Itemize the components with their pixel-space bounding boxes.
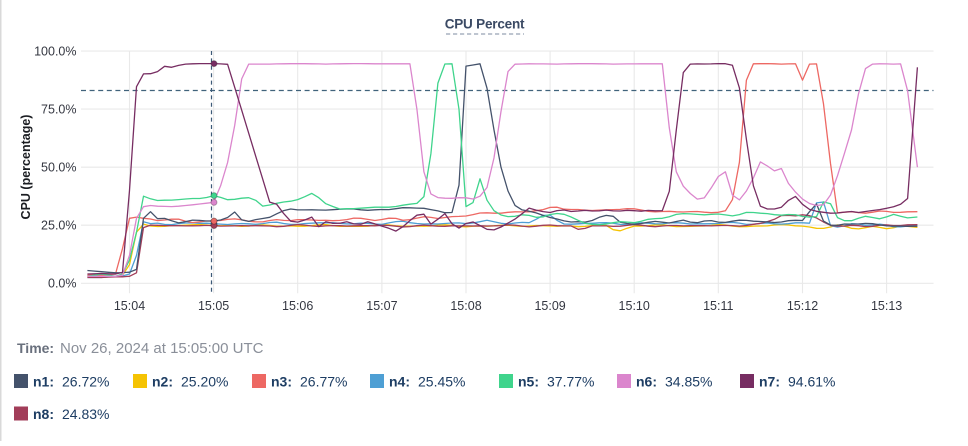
svg-text:15:07: 15:07 <box>366 299 397 313</box>
svg-text:15:04: 15:04 <box>114 299 145 313</box>
svg-text:n5:: n5: <box>518 374 539 390</box>
svg-text:Time:: Time: <box>17 340 54 356</box>
svg-text:15:13: 15:13 <box>871 299 902 313</box>
svg-text:15:11: 15:11 <box>703 299 733 313</box>
svg-text:15:10: 15:10 <box>619 299 650 313</box>
svg-text:37.77%: 37.77% <box>547 374 594 390</box>
svg-text:n1:: n1: <box>33 374 54 390</box>
svg-text:75.0%: 75.0% <box>41 102 76 116</box>
svg-text:n8:: n8: <box>33 406 54 422</box>
svg-text:CPU (percentage): CPU (percentage) <box>19 115 33 220</box>
svg-text:CPU Percent: CPU Percent <box>445 17 525 32</box>
svg-text:n3:: n3: <box>271 374 292 390</box>
svg-text:n4:: n4: <box>389 374 410 390</box>
svg-text:n7:: n7: <box>759 374 780 390</box>
svg-text:n6:: n6: <box>636 374 657 390</box>
svg-text:24.83%: 24.83% <box>62 406 109 422</box>
svg-text:50.0%: 50.0% <box>41 161 76 175</box>
svg-text:26.72%: 26.72% <box>62 374 109 390</box>
svg-text:15:06: 15:06 <box>282 299 313 313</box>
svg-text:25.45%: 25.45% <box>418 374 465 390</box>
svg-text:15:12: 15:12 <box>787 299 818 313</box>
svg-text:25.0%: 25.0% <box>41 219 76 233</box>
svg-text:n2:: n2: <box>152 374 173 390</box>
svg-text:Nov 26, 2024 at 15:05:00 UTC: Nov 26, 2024 at 15:05:00 UTC <box>60 340 264 357</box>
svg-text:25.20%: 25.20% <box>181 374 228 390</box>
svg-text:94.61%: 94.61% <box>788 374 835 390</box>
svg-text:15:09: 15:09 <box>534 299 565 313</box>
svg-text:34.85%: 34.85% <box>665 374 712 390</box>
svg-text:0.0%: 0.0% <box>48 277 77 291</box>
svg-text:100.0%: 100.0% <box>34 44 76 58</box>
svg-text:15:05: 15:05 <box>198 299 229 313</box>
svg-text:26.77%: 26.77% <box>300 374 347 390</box>
svg-text:15:08: 15:08 <box>450 299 481 313</box>
